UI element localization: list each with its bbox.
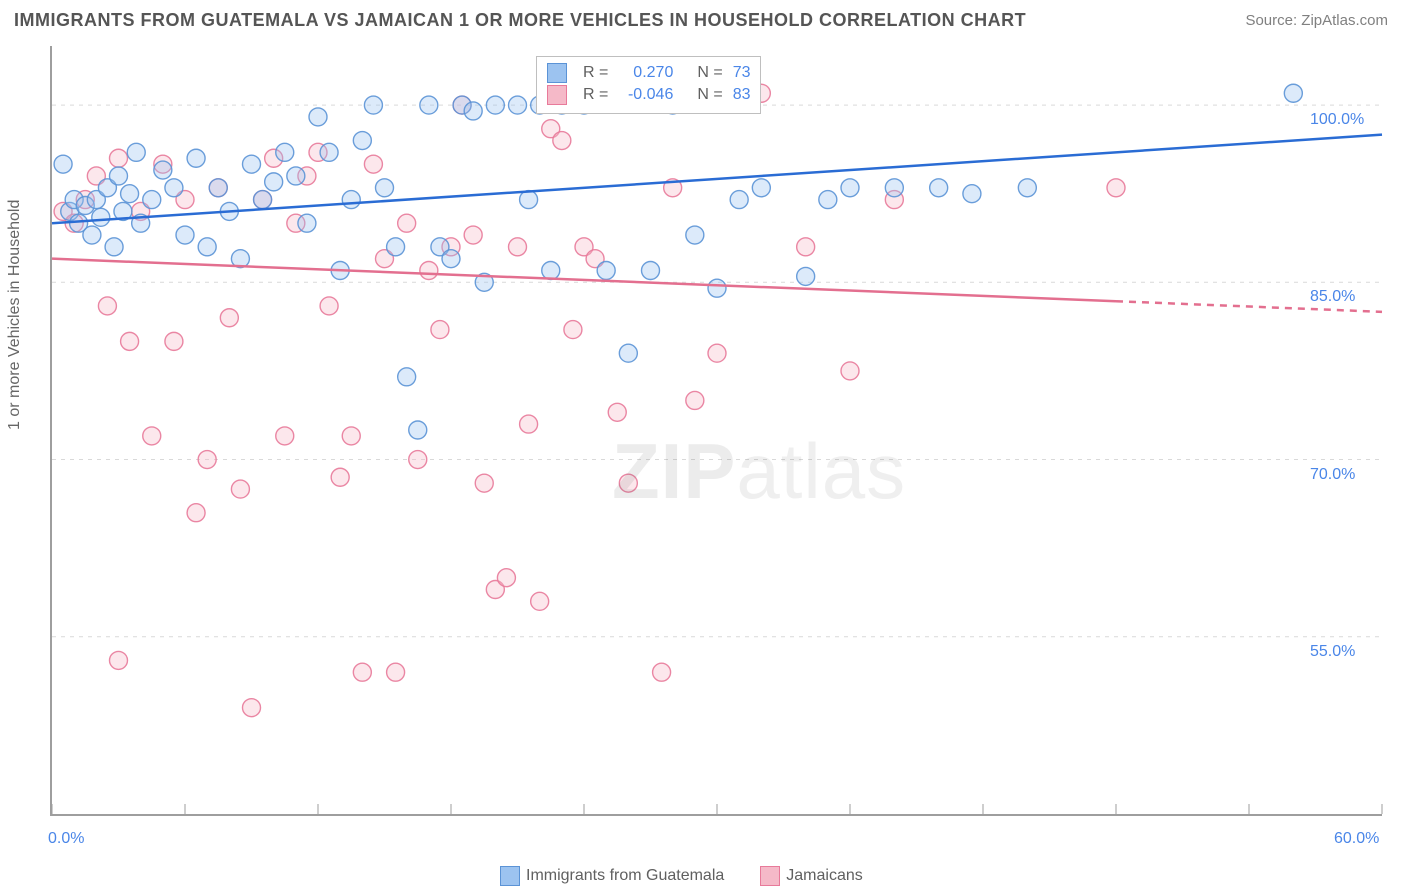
y-tick-label: 100.0% (1310, 111, 1364, 129)
r-value: -0.046 (618, 86, 673, 104)
series-legend-label: Jamaicans (786, 867, 862, 884)
n-label: N = (697, 86, 722, 104)
y-axis-label: 1 or more Vehicles in Household (6, 200, 24, 430)
legend-swatch (547, 63, 567, 83)
legend-swatch (500, 866, 520, 886)
stats-legend-row: R = -0.046 N = 83 (547, 85, 750, 105)
r-label: R = (583, 86, 608, 104)
x-tick-label: 0.0% (48, 830, 84, 848)
stats-legend: R = 0.270 N = 73 R = -0.046 N = 83 (536, 56, 761, 114)
n-value: 73 (733, 64, 751, 82)
plot-area: ZIPatlas (50, 46, 1382, 816)
y-tick-label: 85.0% (1310, 288, 1355, 306)
y-tick-label: 55.0% (1310, 643, 1355, 661)
chart-title: IMMIGRANTS FROM GUATEMALA VS JAMAICAN 1 … (14, 10, 1026, 31)
r-value: 0.270 (618, 64, 673, 82)
source-label: Source: ZipAtlas.com (1245, 12, 1388, 29)
plot-svg (52, 46, 1382, 814)
chart-stage: IMMIGRANTS FROM GUATEMALA VS JAMAICAN 1 … (0, 0, 1406, 892)
series-legend-label: Immigrants from Guatemala (526, 867, 724, 884)
series-legend: Immigrants from Guatemala Jamaicans (500, 866, 899, 886)
series-legend-item: Jamaicans (760, 867, 862, 884)
y-tick-label: 70.0% (1310, 466, 1355, 484)
n-value: 83 (733, 86, 751, 104)
legend-swatch (547, 85, 567, 105)
r-label: R = (583, 64, 608, 82)
n-label: N = (697, 64, 722, 82)
legend-swatch (760, 866, 780, 886)
stats-legend-row: R = 0.270 N = 73 (547, 63, 750, 83)
x-tick-label: 60.0% (1334, 830, 1379, 848)
series-legend-item: Immigrants from Guatemala (500, 867, 724, 884)
